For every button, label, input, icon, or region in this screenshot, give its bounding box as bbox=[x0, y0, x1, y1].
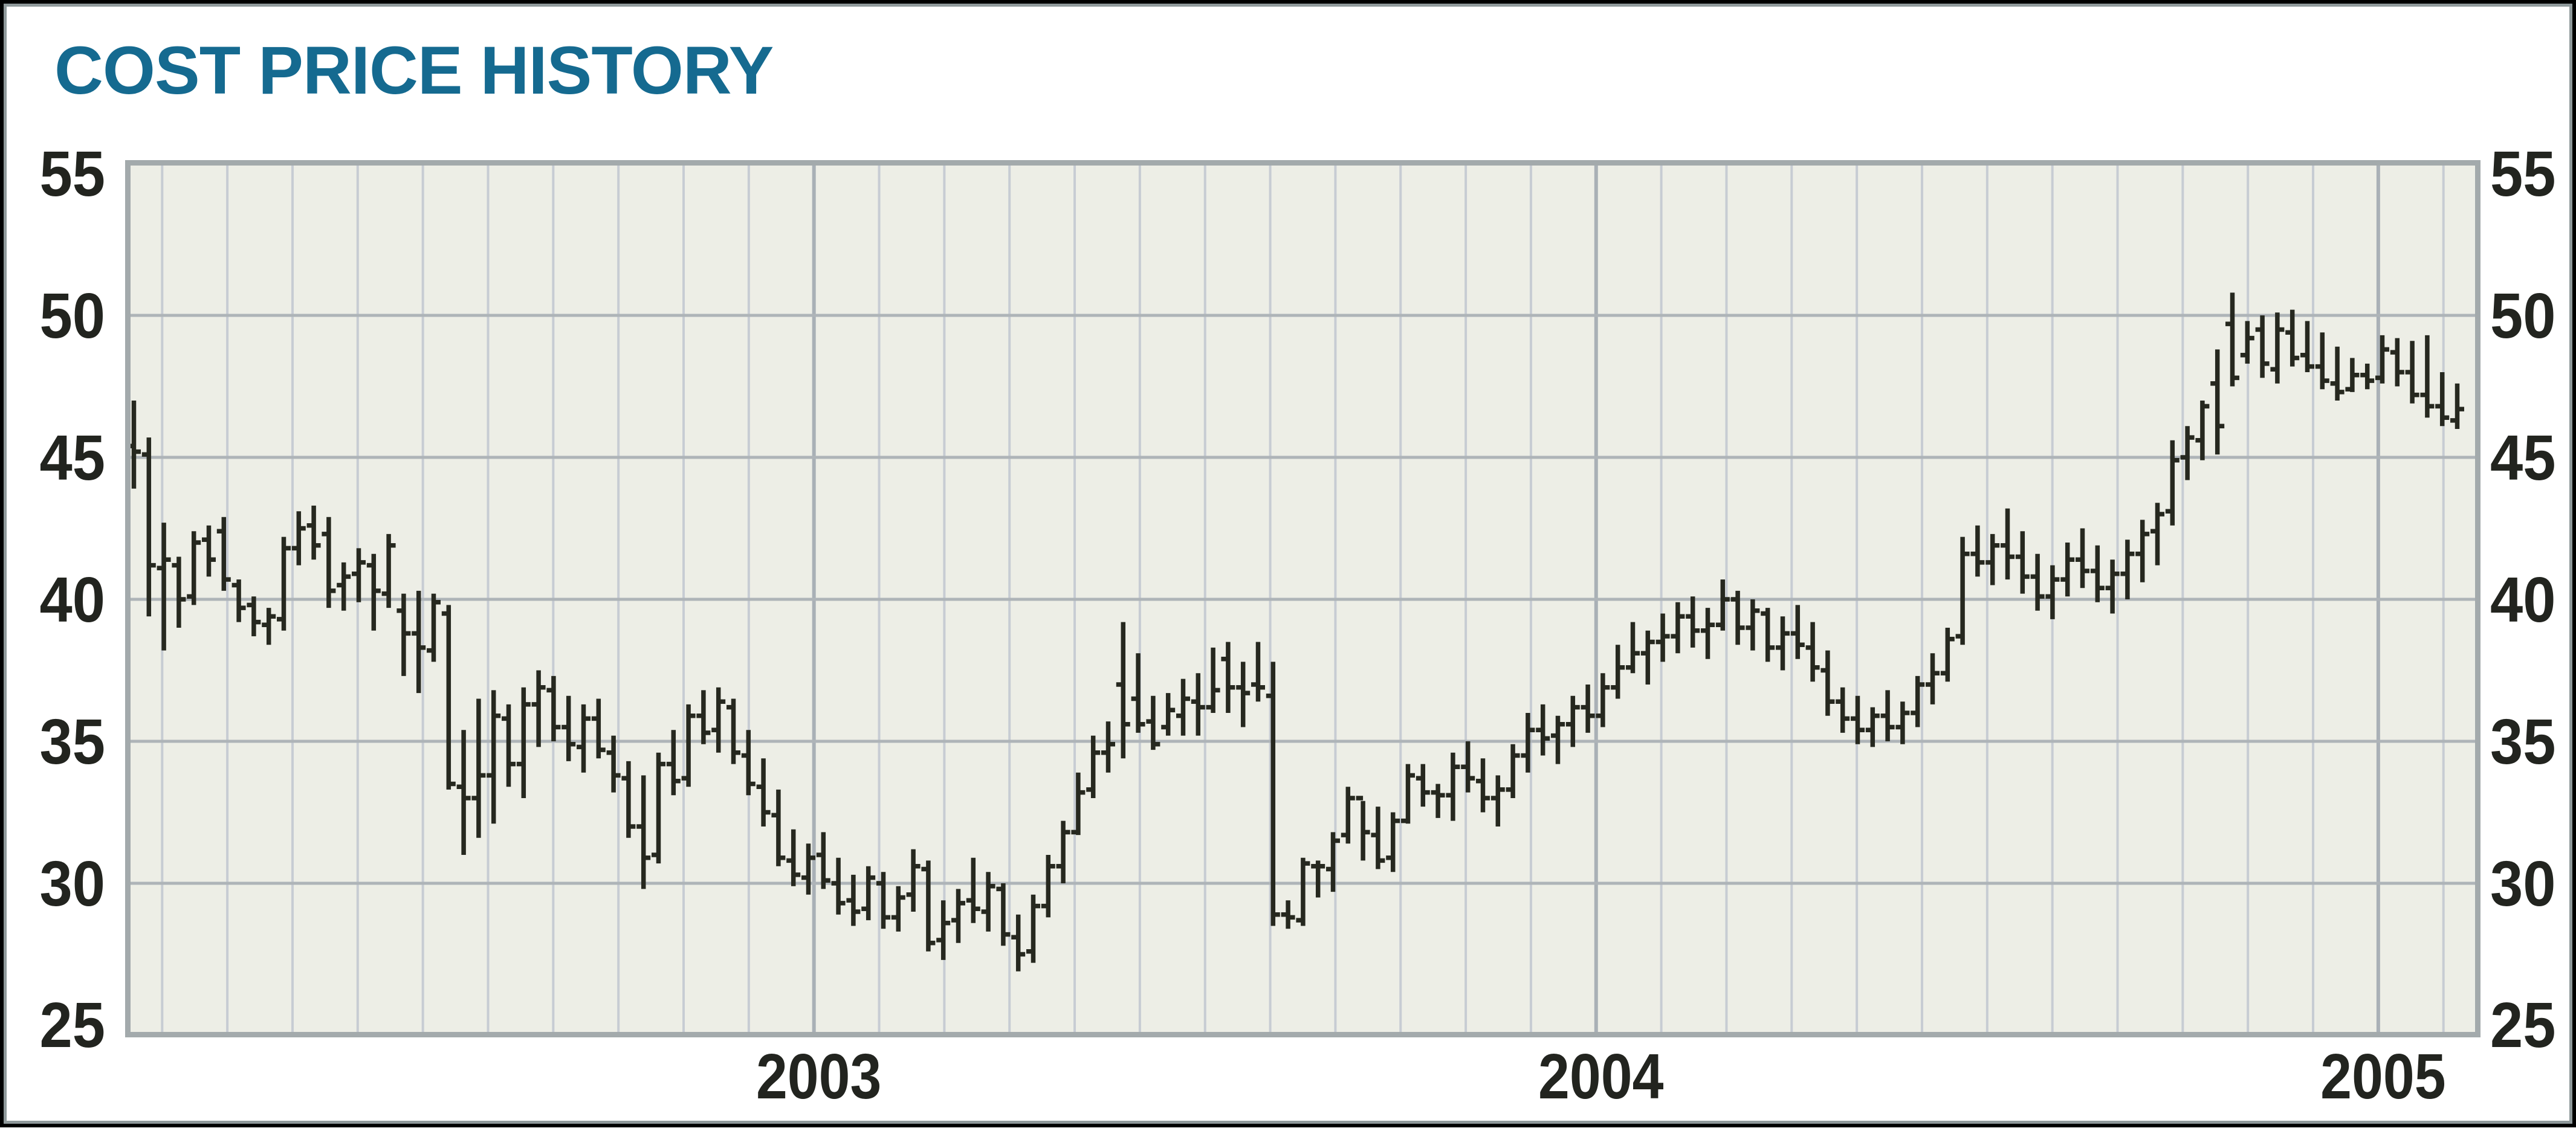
y-axis-label-left-35: 35 bbox=[40, 706, 105, 778]
y-axis-label-right-25: 25 bbox=[2490, 989, 2555, 1061]
y-axis-label-right-30: 30 bbox=[2490, 848, 2555, 920]
y-axis-label-left-40: 40 bbox=[40, 564, 105, 636]
y-axis-label-right-35: 35 bbox=[2490, 706, 2555, 778]
y-axis-label-right-40: 40 bbox=[2490, 564, 2555, 636]
y-axis-label-right-45: 45 bbox=[2490, 422, 2555, 494]
y-axis-label-right-55: 55 bbox=[2490, 138, 2555, 210]
y-axis-label-right-50: 50 bbox=[2490, 280, 2555, 352]
price-chart: 55 55 50 50 45 45 40 40 35 35 30 30 25 25 2003 2004 2005 bbox=[4, 4, 2576, 1131]
x-axis-label-2005: 2005 bbox=[2320, 1042, 2445, 1113]
y-axis-label-left-25: 25 bbox=[40, 989, 105, 1061]
y-axis-label-left-45: 45 bbox=[40, 422, 105, 494]
y-axis-label-left-50: 50 bbox=[40, 280, 105, 352]
y-axis-label-left-30: 30 bbox=[40, 848, 105, 920]
y-axis-label-left-55: 55 bbox=[40, 138, 105, 210]
x-axis-label-2003: 2003 bbox=[756, 1042, 881, 1113]
x-axis-label-2004: 2004 bbox=[1538, 1042, 1663, 1113]
